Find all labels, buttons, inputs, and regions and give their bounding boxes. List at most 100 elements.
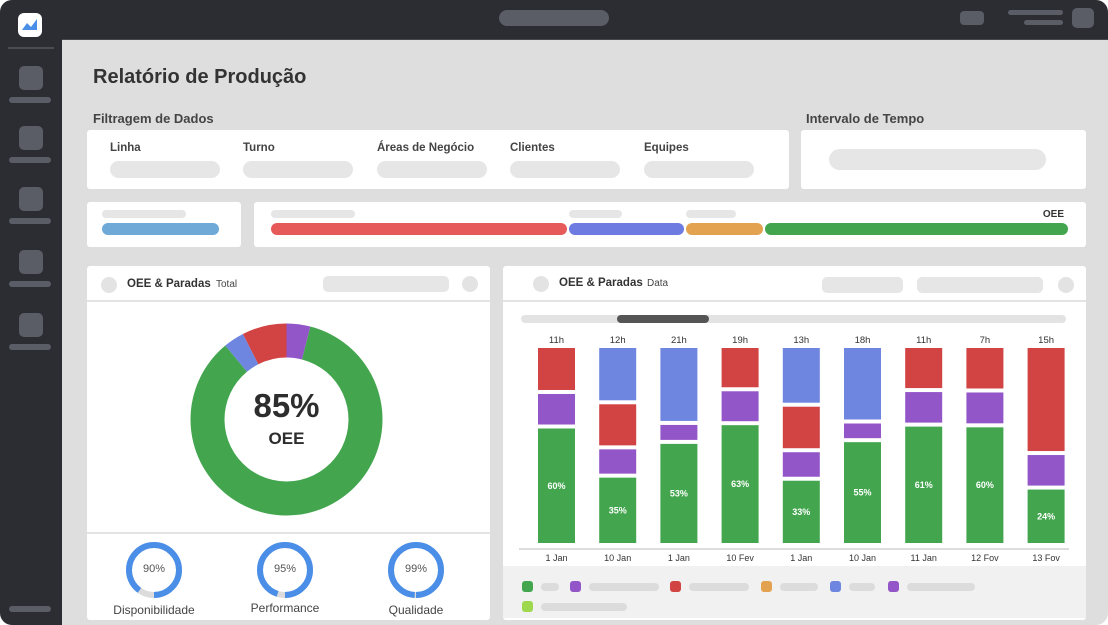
date-range-picker[interactable]: [829, 149, 1046, 170]
oee-date-panel: OEE & Paradas Data 60% 11h 1 Jan 35% 12h 10 J…: [503, 266, 1086, 620]
time-range-card: [801, 130, 1086, 189]
donut-value: 85%: [253, 387, 319, 424]
panel-subtitle: Data: [647, 278, 669, 289]
category-tick-label: 1 Jan: [790, 553, 812, 563]
sidebar-item-3[interactable]: [8, 187, 54, 237]
bar-6-segment-2[interactable]: [905, 348, 943, 389]
bar-8-segment-1[interactable]: [1027, 455, 1065, 486]
bar-1-segment-0[interactable]: [599, 477, 637, 543]
bar-8-segment-2[interactable]: [1027, 348, 1065, 452]
legend-swatch-orange[interactable]: [761, 581, 772, 592]
bar-4-segment-1[interactable]: [782, 452, 820, 477]
panel-filter-placeholder[interactable]: [323, 276, 449, 292]
bar-6-segment-0[interactable]: [905, 426, 943, 543]
legend-swatch-lime[interactable]: [522, 601, 533, 612]
category-tick-label: 13 Fov: [1032, 553, 1060, 563]
filter-linha[interactable]: Linha: [110, 142, 220, 178]
filter-dropdown[interactable]: [243, 161, 353, 178]
category-tick-label: 1 Jan: [545, 553, 567, 563]
bar-5-segment-2[interactable]: [844, 348, 881, 420]
bar-top-label: 7h: [980, 335, 991, 346]
chart-legend: [503, 566, 1086, 618]
notification-icon[interactable]: [960, 11, 984, 25]
sidebar-item-1[interactable]: [8, 66, 54, 116]
metric-value: 99%: [404, 563, 428, 575]
bar-4-segment-0[interactable]: [782, 480, 820, 543]
oee-breakdown-card: OEE: [254, 202, 1086, 247]
bar-value-label: 35%: [609, 505, 627, 515]
legend-swatch-blue[interactable]: [830, 581, 841, 592]
bar-7-segment-2[interactable]: [966, 348, 1004, 389]
filter-clientes[interactable]: Clientes: [510, 142, 620, 178]
sidebar-item-5[interactable]: [8, 313, 54, 363]
bar-0-segment-1[interactable]: [538, 393, 575, 425]
bar-1-segment-2[interactable]: [599, 404, 637, 446]
bar-value-label: 55%: [853, 488, 871, 498]
legend-label-placeholder: [541, 603, 627, 611]
legend-swatch-purple-2[interactable]: [888, 581, 899, 592]
nav-icon: [19, 250, 43, 274]
user-role-placeholder: [1024, 20, 1063, 25]
panel-menu-icon[interactable]: [533, 276, 549, 292]
bar-2-segment-0[interactable]: [660, 443, 698, 543]
filter-equipes[interactable]: Equipes: [644, 142, 754, 178]
legend-label-placeholder: [780, 583, 818, 591]
bar-8-segment-0[interactable]: [1027, 489, 1065, 543]
donut-slice-0[interactable]: [190, 326, 383, 516]
sidebar-item-4[interactable]: [8, 250, 54, 300]
filter-areas-de-negocio[interactable]: Áreas de Negócio: [377, 142, 487, 178]
bar-top-label: 13h: [793, 335, 809, 346]
bar-2-segment-1[interactable]: [660, 424, 698, 440]
sidebar-item-2[interactable]: [8, 126, 54, 176]
bar-3-segment-2[interactable]: [721, 348, 759, 388]
bar-3-segment-1[interactable]: [721, 391, 759, 422]
filter-turno[interactable]: Turno: [243, 142, 353, 178]
bar-0-segment-2[interactable]: [538, 348, 575, 390]
donut-slice-3[interactable]: [286, 323, 311, 360]
donut-slice-1[interactable]: [225, 333, 259, 372]
search-bar-placeholder[interactable]: [499, 10, 609, 26]
panel-options-icon[interactable]: [462, 276, 478, 292]
chart-scrollbar-thumb[interactable]: [617, 315, 709, 323]
category-tick-label: 1 Jan: [668, 553, 690, 563]
bar-0-segment-0[interactable]: [538, 428, 575, 543]
metric-gauge-0: [126, 542, 182, 598]
metric-gauge-2: [388, 542, 444, 598]
bar-7-segment-0[interactable]: [966, 427, 1004, 543]
bar-7-segment-1[interactable]: [966, 392, 1004, 424]
bar-2-segment-2[interactable]: [660, 348, 698, 421]
bar-4-segment-3[interactable]: [782, 348, 820, 403]
chart-scrollbar-track[interactable]: [521, 315, 1066, 323]
metric-label: Qualidade: [388, 603, 444, 617]
legend-label-placeholder: [589, 583, 659, 591]
filter-dropdown[interactable]: [377, 161, 487, 178]
panel-menu-icon[interactable]: [101, 277, 117, 293]
nav-icon: [19, 187, 43, 211]
panel-options-icon[interactable]: [1058, 277, 1074, 293]
bar-5-segment-0[interactable]: [844, 442, 881, 543]
bar-4-segment-2[interactable]: [782, 406, 820, 449]
filter-dropdown[interactable]: [510, 161, 620, 178]
bar-1-segment-3[interactable]: [599, 348, 637, 401]
nav-icon: [19, 126, 43, 150]
page-title: Relatório de Produção: [93, 66, 307, 88]
avatar[interactable]: [1072, 8, 1094, 28]
donut-slice-2[interactable]: [242, 323, 287, 365]
filter-dropdown[interactable]: [110, 161, 220, 178]
legend-swatch-red[interactable]: [670, 581, 681, 592]
legend-swatch-green[interactable]: [522, 581, 533, 592]
legend-swatch-purple[interactable]: [570, 581, 581, 592]
bar-5-segment-1[interactable]: [844, 423, 881, 439]
bar-6-segment-1[interactable]: [905, 392, 943, 423]
app-logo-icon[interactable]: [18, 13, 42, 37]
sidebar-footer-placeholder[interactable]: [9, 606, 51, 612]
segment-red: [271, 223, 567, 235]
filter-dropdown[interactable]: [644, 161, 754, 178]
category-tick-label: 12 Fov: [971, 553, 999, 563]
bar-1-segment-1[interactable]: [599, 449, 637, 474]
panel-filter-placeholder[interactable]: [917, 277, 1043, 293]
panel-header: OEE & Paradas Data: [503, 266, 1086, 302]
panel-filter-placeholder[interactable]: [822, 277, 903, 293]
segment-label-placeholder: [271, 210, 355, 218]
bar-3-segment-0[interactable]: [721, 425, 759, 543]
